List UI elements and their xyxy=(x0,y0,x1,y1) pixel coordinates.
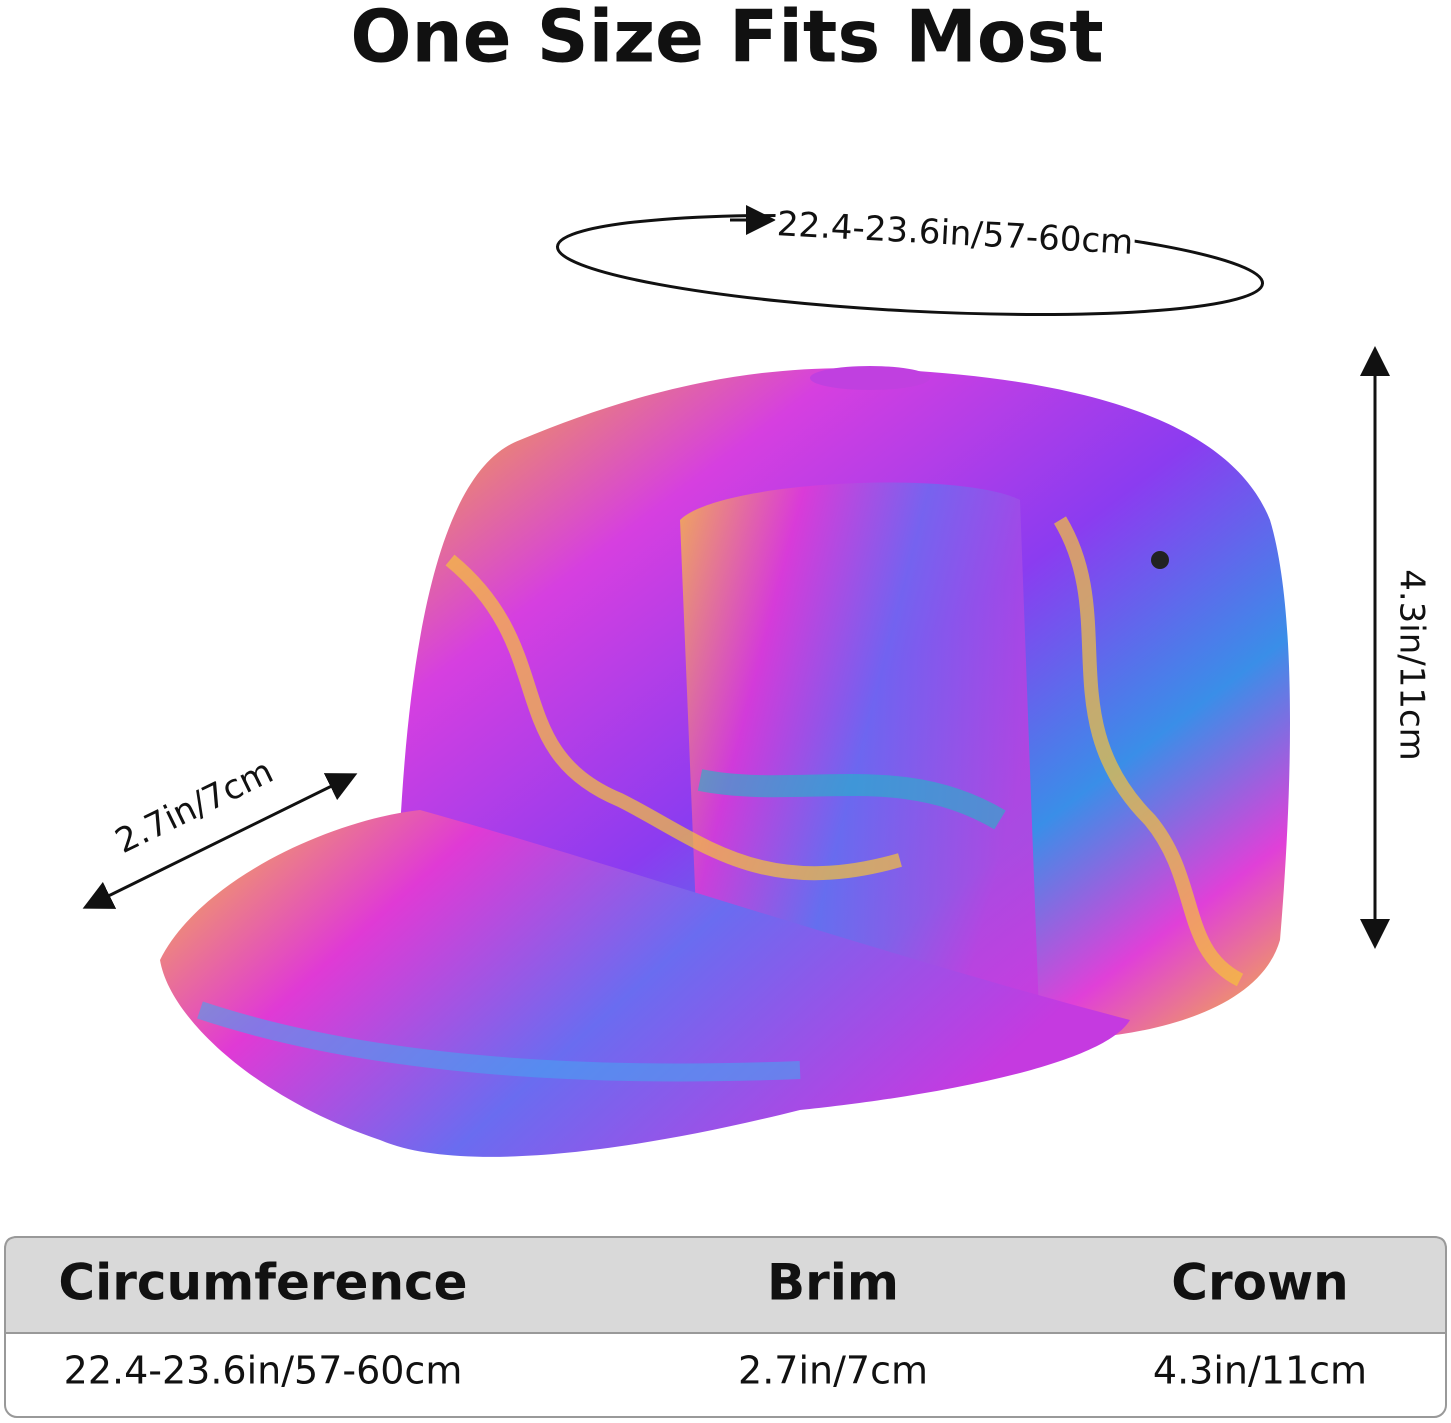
table-cells: Circumference Brim Crown 22.4-23.6in/57-60c… xyxy=(58,1254,1367,1393)
swirl xyxy=(697,769,1006,830)
label-backdrop xyxy=(773,190,1137,270)
table-header: Brim xyxy=(767,1254,899,1312)
swirl xyxy=(197,1001,801,1082)
hat-front-panel xyxy=(680,482,1040,1041)
table-header-row xyxy=(4,1236,1447,1334)
swirl xyxy=(1053,516,1244,987)
table-header: Crown xyxy=(1171,1254,1349,1312)
crown-label: 4.3in/11cm xyxy=(1392,569,1432,761)
brim-arrow xyxy=(82,773,358,909)
swirl xyxy=(445,554,902,881)
table-cell: 4.3in/11cm xyxy=(1153,1349,1367,1393)
table-cell: 22.4-23.6in/57-60cm xyxy=(64,1349,463,1393)
hat-button xyxy=(810,366,930,390)
table-cell: 2.7in/7cm xyxy=(738,1349,928,1393)
brim-label: 2.7in/7cm xyxy=(109,751,279,861)
hat-eyelet xyxy=(1151,551,1169,569)
title: One Size Fits Most xyxy=(350,0,1103,79)
hat-brim xyxy=(160,810,1130,1157)
table-header: Circumference xyxy=(58,1254,467,1312)
